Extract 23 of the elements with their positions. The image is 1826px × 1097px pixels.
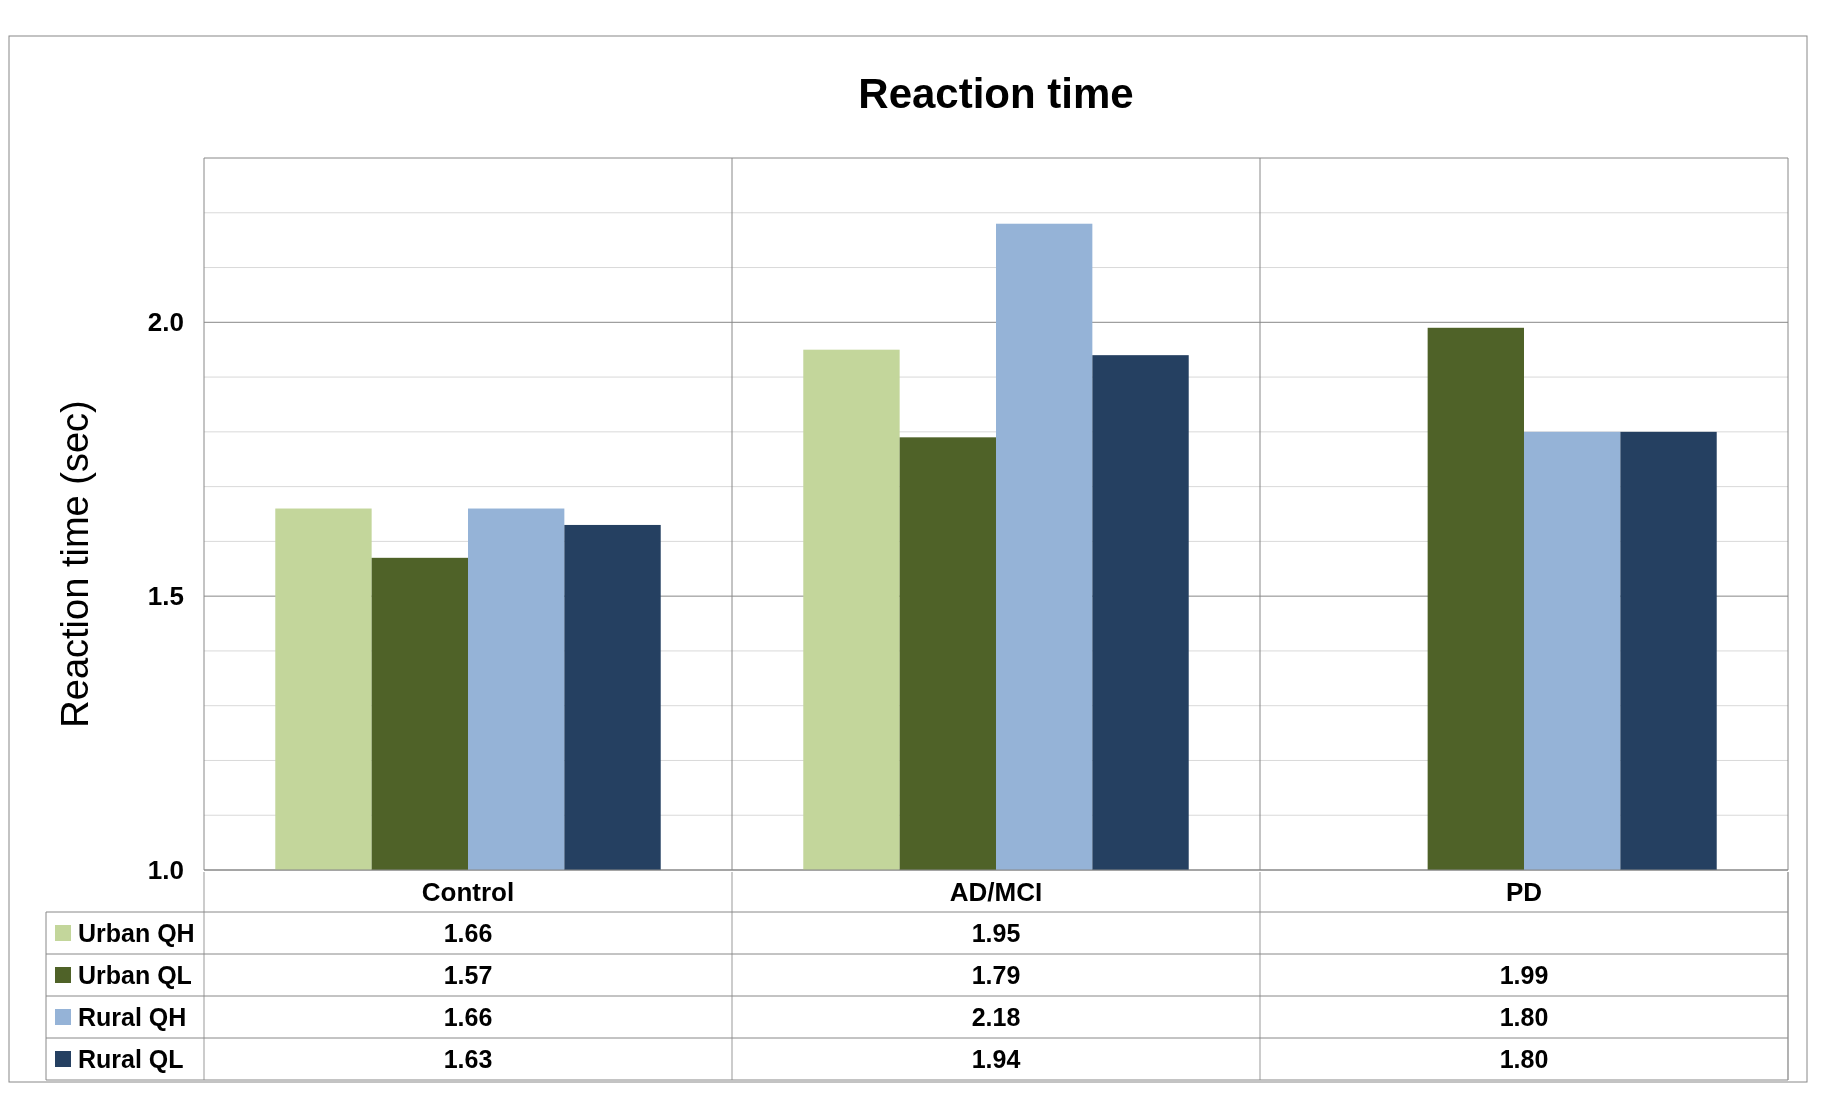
y-tick-label: 2.0	[147, 307, 184, 338]
x-tick-label: PD	[1505, 877, 1543, 907]
legend-label: Urban QH	[78, 919, 195, 947]
data-label: 1.66	[443, 919, 493, 947]
y-axis-title: Reaction time (sec)	[54, 400, 96, 728]
y-tick-label: 1.5	[147, 581, 184, 612]
legend-label: Rural QL	[78, 1045, 184, 1073]
data-label: 1.99	[1499, 961, 1549, 989]
data-label: 1.79	[971, 961, 1021, 989]
data-label: 1.63	[443, 1045, 493, 1073]
data-label: 1.66	[443, 1003, 493, 1031]
x-tick-label: Control	[421, 877, 515, 907]
data-label: 1.95	[971, 919, 1021, 947]
x-tick-label: AD/MCI	[949, 877, 1043, 907]
chart-title: Reaction time	[858, 70, 1134, 117]
data-label: 1.80	[1499, 1003, 1549, 1031]
legend-label: Rural QH	[78, 1003, 187, 1031]
data-label: 1.80	[1499, 1045, 1549, 1073]
legend-label: Urban QL	[78, 961, 192, 989]
y-tick-label: 1.0	[147, 855, 184, 885]
data-label: 1.57	[443, 961, 493, 989]
data-label: 2.18	[971, 1003, 1021, 1031]
data-label: 1.94	[971, 1045, 1021, 1073]
